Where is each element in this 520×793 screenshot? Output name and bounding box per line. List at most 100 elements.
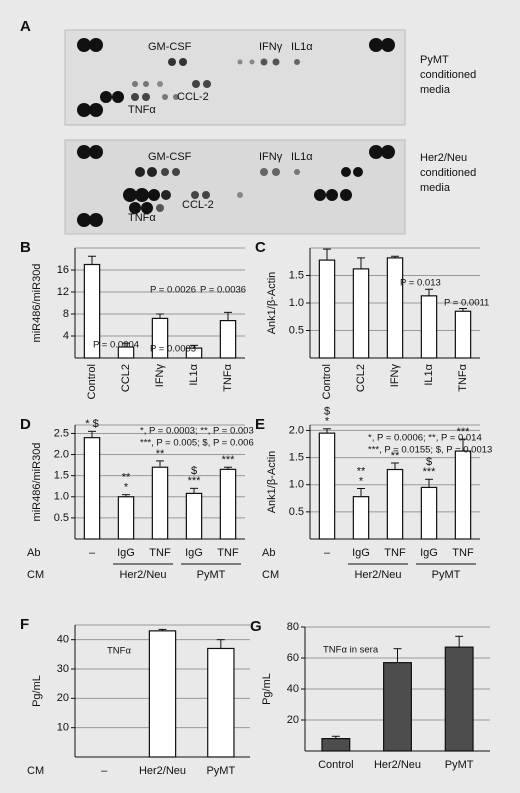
blot-spot: [192, 80, 200, 88]
blot-spot: [381, 38, 395, 52]
blot-spot: [314, 189, 326, 201]
blot-spot: [135, 167, 145, 177]
blot-spot: [132, 81, 138, 87]
significance-marker: *: [359, 475, 364, 487]
blot-spot: [123, 188, 137, 202]
x-tick-label: TNF: [384, 547, 406, 559]
blot-label: CCL-2: [177, 91, 209, 103]
y-tick-label: 10: [57, 722, 69, 734]
row-label: Ab: [27, 547, 40, 559]
y-tick-label: 2.5: [54, 427, 69, 439]
blot-spot: [162, 94, 168, 100]
row-label: CM: [27, 765, 44, 777]
blot-spot: [89, 38, 103, 52]
group-label: Her2/Neu: [354, 569, 401, 581]
blot-label: IL1α: [291, 41, 313, 53]
blot-spot: [147, 167, 157, 177]
blot-spot: [381, 145, 395, 159]
x-tick-label: CCL2: [355, 364, 367, 392]
blot-spot: [161, 168, 169, 176]
annotation: *, P = 0.0003; **, P = 0.003: [140, 426, 254, 437]
significance-marker: $: [324, 406, 330, 418]
bar: [318, 432, 336, 540]
blot-caption: Her2/Neu: [420, 152, 467, 164]
blot-spot: [135, 188, 149, 202]
blot-label: CCL-2: [182, 199, 214, 211]
x-tick-label: Her2/Neu: [374, 759, 421, 771]
x-tick-label: PyMT: [206, 765, 235, 777]
blot-spot: [157, 81, 163, 87]
annotation: P = 0.0026: [150, 285, 196, 296]
blot-spot: [129, 202, 141, 214]
annotation: ***, P = 0.0155; $, P = 0.0013: [368, 445, 492, 456]
blot-spot: [202, 191, 210, 199]
blot-spot: [141, 202, 153, 214]
blot-caption: conditioned: [420, 69, 476, 81]
x-tick-label: IFNγ: [389, 364, 401, 388]
bar: [352, 496, 370, 540]
blot-spot: [156, 204, 164, 212]
panel-label: B: [20, 239, 31, 256]
blot-spot: [161, 190, 171, 200]
blot-spot: [203, 80, 211, 88]
blot-spot: [77, 103, 91, 117]
blot-spot: [353, 167, 363, 177]
x-tick-label: IL1α: [188, 363, 200, 385]
significance-marker: ***: [188, 475, 202, 487]
y-axis-label: Ank1/β-Actin: [266, 451, 278, 514]
blot-spot: [131, 93, 139, 101]
x-tick-label: Control: [318, 759, 353, 771]
blot-label: TNFα: [128, 212, 156, 224]
y-tick-label: 20: [287, 714, 299, 726]
blot-spot: [77, 213, 91, 227]
annotation: P = 0.0036: [200, 285, 246, 296]
significance-marker: ***: [222, 454, 236, 466]
y-tick-label: 1.0: [54, 491, 69, 503]
x-tick-label: –: [101, 765, 108, 777]
y-tick-label: 0.5: [289, 324, 304, 336]
bar: [352, 268, 370, 359]
panel-label: A: [20, 18, 31, 35]
blot-spot: [369, 38, 383, 52]
x-tick-label: TNFα: [457, 363, 469, 391]
bar: [454, 310, 472, 359]
blot-spot: [369, 145, 383, 159]
blot-caption: conditioned: [420, 167, 476, 179]
y-tick-label: 80: [287, 621, 299, 633]
blot-spot: [341, 167, 351, 177]
y-tick-label: 30: [57, 663, 69, 675]
blot-spot: [340, 189, 352, 201]
annotation: P = 0.0011: [444, 298, 489, 309]
x-tick-label: IgG: [352, 547, 370, 559]
blot-spot: [260, 58, 268, 66]
significance-marker: **: [357, 465, 366, 477]
bar: [185, 492, 203, 540]
y-tick-label: 1.5: [289, 451, 304, 463]
blot-caption: media: [420, 182, 451, 194]
y-tick-label: 8: [63, 308, 69, 320]
y-tick-label: 40: [287, 683, 299, 695]
bar: [219, 320, 237, 359]
blot-membrane: [64, 29, 406, 126]
y-tick-label: 1.0: [289, 479, 304, 491]
y-tick-label: 1.5: [289, 269, 304, 281]
bar: [151, 466, 169, 540]
row-label: Ab: [262, 547, 275, 559]
blot-spot: [77, 145, 91, 159]
blot-label: GM-CSF: [148, 41, 192, 53]
annotation: P = 0.0004: [93, 340, 139, 351]
y-axis-label: Pg/mL: [261, 673, 273, 705]
blot-spot: [294, 59, 300, 65]
panel-label: C: [255, 239, 266, 256]
x-tick-label: Control: [321, 364, 333, 399]
significance-marker: **: [391, 450, 400, 462]
y-tick-label: 1.5: [54, 470, 69, 482]
y-axis-label: Pg/mL: [31, 675, 43, 707]
blot-spot: [191, 191, 199, 199]
blot-spots: [77, 38, 395, 227]
blot-label: IFNγ: [259, 41, 283, 53]
x-tick-label: TNF: [452, 547, 474, 559]
x-tick-label: TNFα: [222, 363, 234, 391]
